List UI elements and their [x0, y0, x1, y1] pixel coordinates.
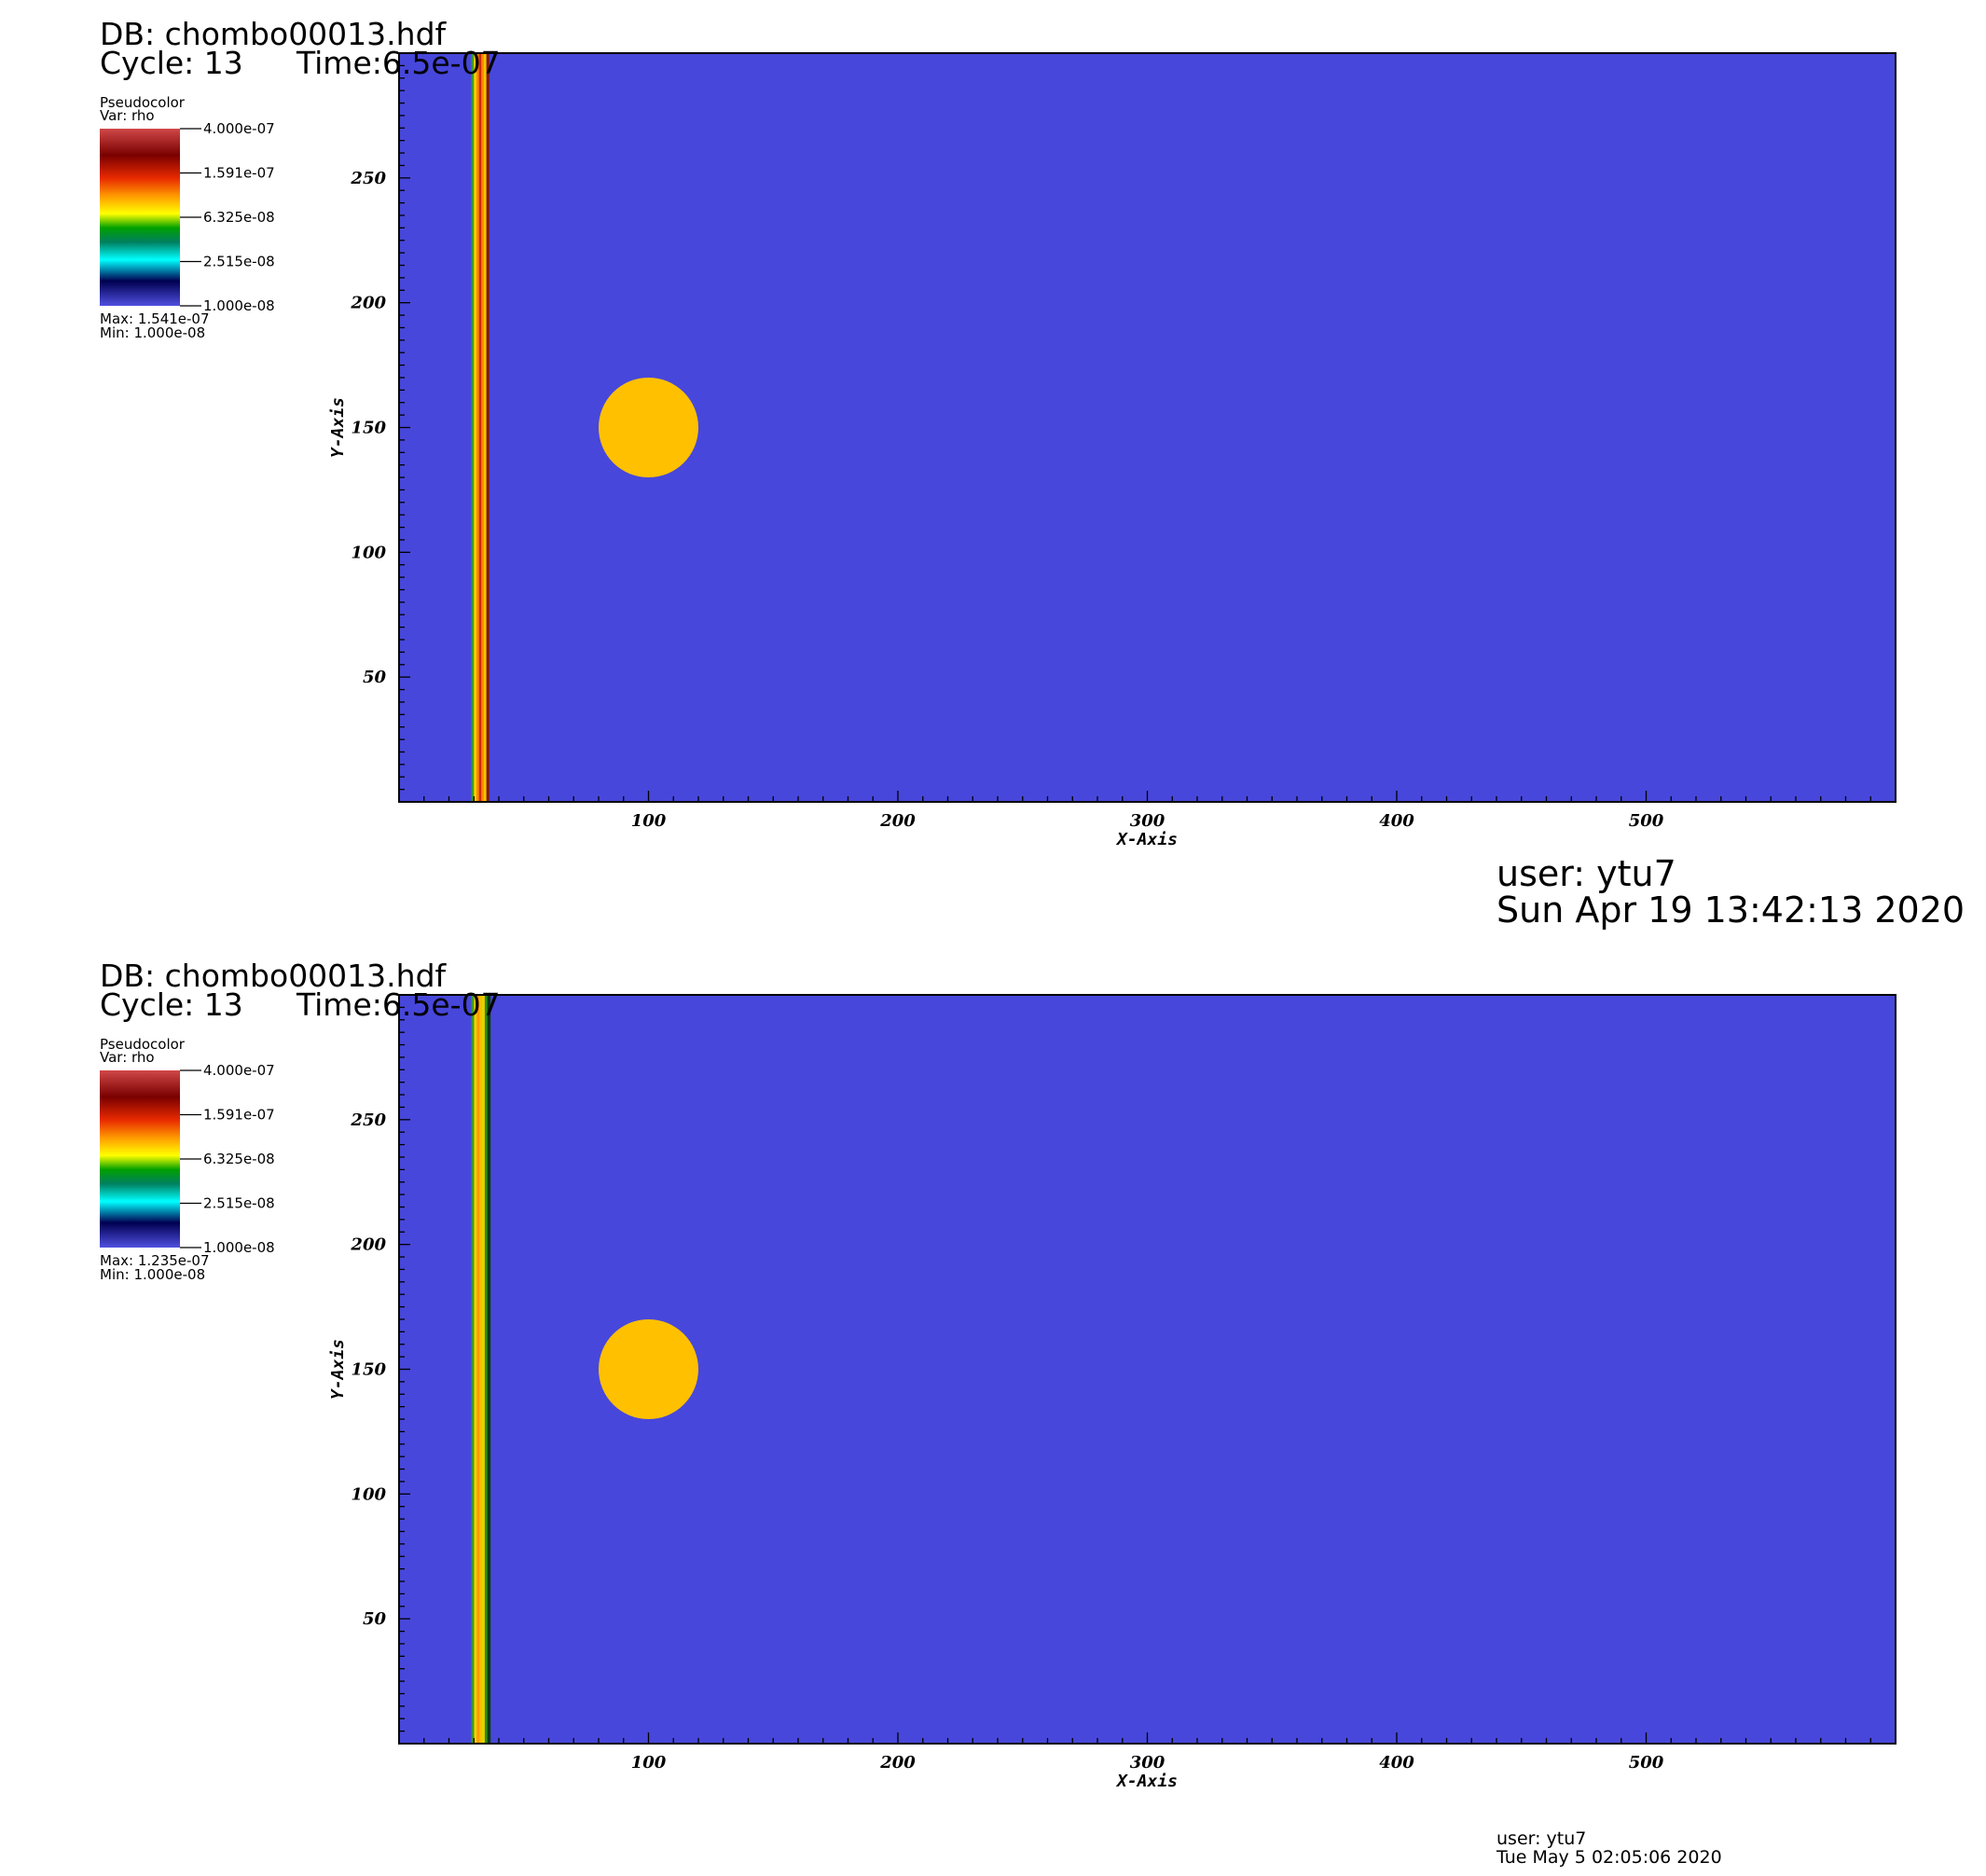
y-tick-label: 150	[351, 1360, 386, 1380]
colorbar-tick-label: 1.000e-08	[203, 297, 275, 314]
y-tick-label: 50	[363, 668, 387, 687]
x-tick-label: 100	[631, 1753, 667, 1773]
date-label: Tue May 5 02:05:06 2020	[1496, 1847, 1722, 1868]
shock-band-stripe	[476, 995, 480, 1744]
colorbar-tick-label: 4.000e-07	[203, 120, 275, 137]
y-tick-label: 250	[350, 169, 386, 188]
y-axis-title: Y-Axis	[328, 397, 348, 458]
x-tick-label: 400	[1379, 1753, 1414, 1773]
time-label: Time:6.5e-07	[296, 986, 501, 1023]
user-label: user: ytu7	[1496, 853, 1676, 894]
y-tick-label: 100	[351, 1484, 386, 1504]
shock-band-stripe	[479, 995, 483, 1744]
legend-min: Min: 1.000e-08	[100, 1266, 205, 1283]
x-axis-title: X-Axis	[1115, 830, 1178, 849]
x-tick-label: 300	[1130, 811, 1165, 831]
y-tick-label: 200	[350, 294, 386, 313]
shock-band-stripe	[487, 995, 491, 1744]
x-tick-label: 400	[1379, 811, 1414, 831]
colorbar	[100, 129, 180, 306]
colorbar-tick-label: 6.325e-08	[203, 209, 275, 226]
y-tick-label: 50	[363, 1609, 387, 1629]
shock-band-stripe	[481, 53, 485, 802]
y-tick-label: 100	[351, 543, 386, 562]
shock-band-stripe	[483, 53, 488, 802]
user-label: user: ytu7	[1496, 1828, 1586, 1849]
colorbar-tick-label: 6.325e-08	[203, 1151, 275, 1167]
legend-plot-type: Pseudocolor	[100, 1036, 186, 1053]
colorbar-tick-label: 1.000e-08	[203, 1239, 275, 1256]
shock-band-stripe	[476, 53, 480, 802]
legend-var: Var: rho	[100, 1049, 155, 1066]
shock-band-stripe	[482, 995, 486, 1744]
colorbar-tick-label: 2.515e-08	[203, 1195, 275, 1212]
y-tick-label: 200	[350, 1235, 386, 1255]
time-label: Time:6.5e-07	[296, 45, 501, 81]
cycle-label: Cycle: 13	[100, 45, 243, 81]
density-bubble	[599, 377, 698, 478]
shock-band-stripe	[471, 53, 475, 802]
legend-plot-type: Pseudocolor	[100, 94, 186, 111]
density-bubble	[599, 1318, 698, 1420]
colorbar-tick-label: 1.591e-07	[203, 1107, 275, 1124]
colorbar-tick-label: 4.000e-07	[203, 1062, 275, 1079]
shock-band-stripe	[478, 53, 482, 802]
db-label: DB: chombo00013.hdf	[100, 16, 448, 52]
x-tick-label: 500	[1629, 811, 1664, 831]
y-tick-label: 250	[350, 1110, 386, 1130]
x-tick-label: 200	[879, 811, 916, 831]
x-tick-label: 500	[1629, 1753, 1664, 1773]
legend-min: Min: 1.000e-08	[100, 324, 205, 341]
shock-band-stripe	[474, 995, 477, 1744]
colorbar-tick-label: 1.591e-07	[203, 165, 275, 182]
cycle-label: Cycle: 13	[100, 986, 243, 1023]
y-tick-label: 150	[351, 419, 386, 438]
x-tick-label: 100	[631, 811, 667, 831]
legend-var: Var: rho	[100, 107, 155, 124]
shock-band-stripe	[474, 53, 477, 802]
date-label: Sun Apr 19 13:42:13 2020	[1496, 890, 1965, 931]
shock-band-stripe	[486, 53, 490, 802]
x-axis-title: X-Axis	[1115, 1772, 1178, 1791]
x-tick-label: 200	[879, 1753, 916, 1773]
y-axis-title: Y-Axis	[328, 1339, 348, 1400]
colorbar-tick-label: 2.515e-08	[203, 254, 275, 270]
legend-max: Max: 1.235e-07	[100, 1252, 210, 1269]
colorbar	[100, 1070, 180, 1248]
shock-band-stripe	[484, 995, 489, 1744]
shock-band-stripe	[471, 995, 475, 1744]
x-tick-label: 300	[1130, 1753, 1165, 1773]
legend-max: Max: 1.541e-07	[100, 310, 210, 327]
db-label: DB: chombo00013.hdf	[100, 958, 448, 994]
